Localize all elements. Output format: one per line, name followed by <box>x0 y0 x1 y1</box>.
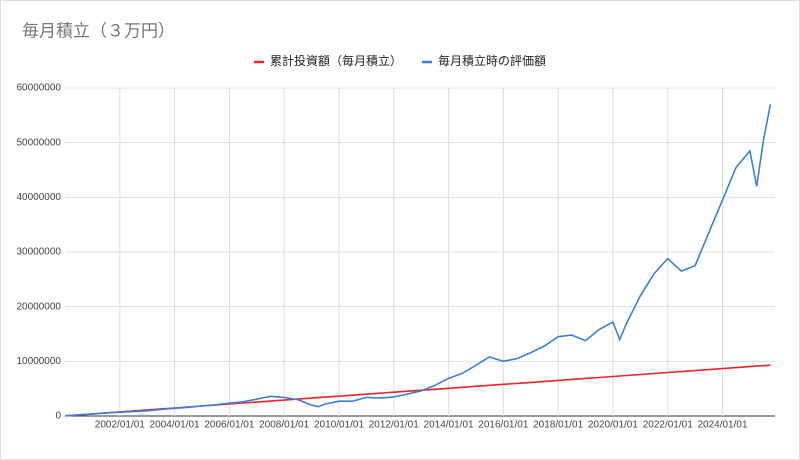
chart-title: 毎月積立（３万円） <box>22 21 175 40</box>
x-tick-label: 2006/01/01 <box>204 420 254 431</box>
x-tick-label: 2012/01/01 <box>369 420 419 431</box>
x-tick-label: 2002/01/01 <box>95 420 145 431</box>
x-tick-label: 2024/01/01 <box>697 420 747 431</box>
y-tick-label: 50000000 <box>17 137 62 148</box>
series-line <box>64 104 772 417</box>
x-tick-label: 2020/01/01 <box>588 420 638 431</box>
y-tick-label: 40000000 <box>17 192 62 203</box>
x-tick-label: 2022/01/01 <box>643 420 693 431</box>
y-tick-label: 30000000 <box>17 247 62 258</box>
y-tick-label: 0 <box>55 411 61 422</box>
x-tick-label: 2008/01/01 <box>259 420 309 431</box>
x-tick-label: 2016/01/01 <box>478 420 528 431</box>
x-tick-label: 2010/01/01 <box>314 420 364 431</box>
y-tick-label: 10000000 <box>17 356 62 367</box>
y-tick-label: 20000000 <box>17 301 62 312</box>
x-tick-label: 2018/01/01 <box>533 420 583 431</box>
x-tick-label: 2004/01/01 <box>150 420 200 431</box>
x-tick-label: 2014/01/01 <box>424 420 474 431</box>
y-tick-label: 60000000 <box>17 83 62 94</box>
legend-label: 累計投資額（毎月積立） <box>270 53 402 68</box>
legend-label: 毎月積立時の評価額 <box>438 53 546 68</box>
